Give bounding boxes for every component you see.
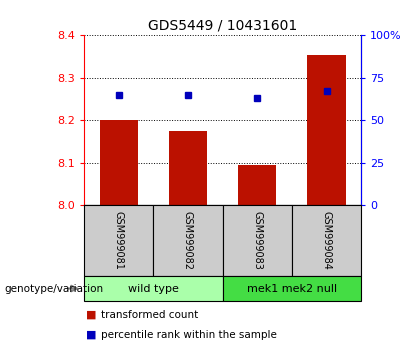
Bar bbox=[292, 205, 361, 276]
Bar bbox=[307, 55, 346, 205]
Text: GSM999082: GSM999082 bbox=[183, 211, 193, 270]
Text: GSM999083: GSM999083 bbox=[252, 211, 262, 270]
Title: GDS5449 / 10431601: GDS5449 / 10431601 bbox=[148, 19, 297, 33]
Text: wild type: wild type bbox=[128, 284, 179, 293]
Bar bbox=[84, 276, 223, 301]
Bar bbox=[223, 205, 292, 276]
Text: mek1 mek2 null: mek1 mek2 null bbox=[247, 284, 337, 293]
Text: GSM999084: GSM999084 bbox=[322, 211, 331, 270]
Bar bbox=[153, 205, 223, 276]
Text: percentile rank within the sample: percentile rank within the sample bbox=[101, 330, 277, 339]
Bar bbox=[223, 276, 361, 301]
Bar bbox=[84, 205, 153, 276]
Bar bbox=[100, 120, 138, 205]
Text: ■: ■ bbox=[86, 310, 97, 320]
Bar bbox=[169, 131, 207, 205]
Text: genotype/variation: genotype/variation bbox=[4, 284, 103, 293]
Text: GSM999081: GSM999081 bbox=[114, 211, 123, 270]
Text: transformed count: transformed count bbox=[101, 310, 198, 320]
Text: ■: ■ bbox=[86, 330, 97, 339]
Bar bbox=[238, 165, 276, 205]
